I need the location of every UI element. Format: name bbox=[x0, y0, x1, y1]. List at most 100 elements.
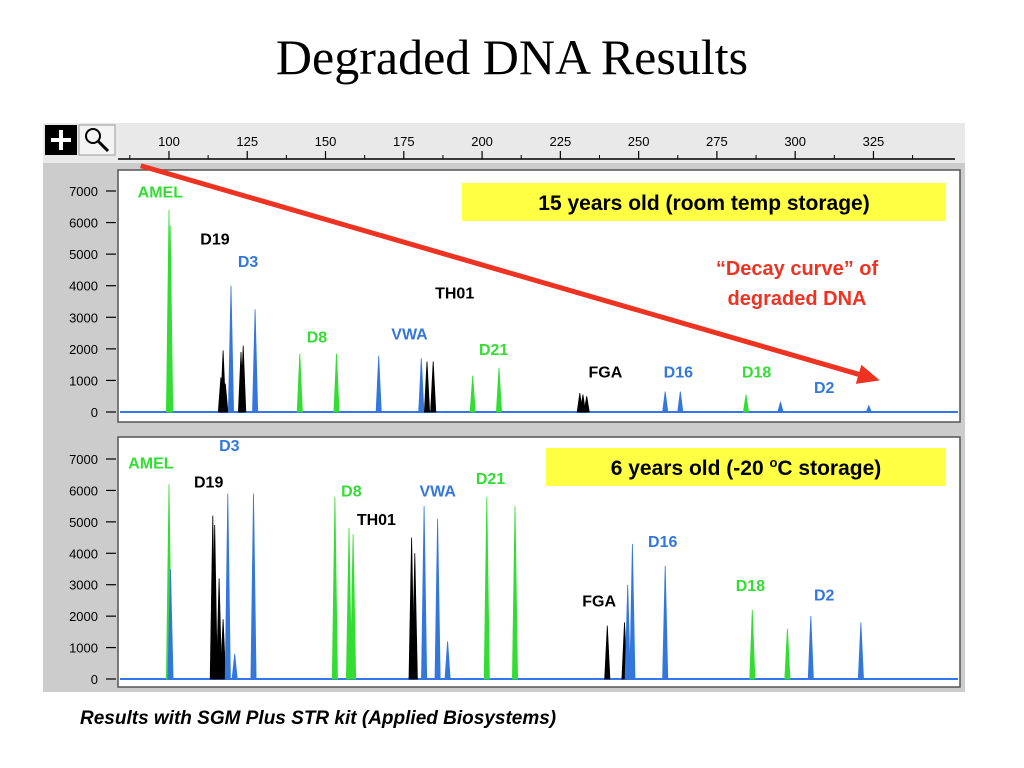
marker-label: D2 bbox=[814, 587, 835, 604]
magnifier-icon[interactable] bbox=[78, 124, 116, 156]
y-tick-label: 1000 bbox=[69, 373, 98, 388]
y-tick-label: 6000 bbox=[69, 216, 98, 231]
marker-label: D21 bbox=[476, 471, 505, 488]
decay-annotation-line-1: “Decay curve” of bbox=[716, 258, 879, 280]
x-tick-label: 175 bbox=[393, 134, 415, 149]
x-tick-label: 100 bbox=[158, 134, 180, 149]
y-tick-label: 6000 bbox=[69, 483, 98, 498]
peak bbox=[857, 622, 864, 680]
peak bbox=[167, 568, 174, 680]
peak bbox=[483, 496, 490, 680]
peak bbox=[211, 524, 218, 680]
peak bbox=[444, 641, 451, 680]
peak bbox=[807, 616, 814, 680]
panel-1-peaks bbox=[120, 209, 958, 413]
peak bbox=[222, 383, 229, 413]
marker-label: D16 bbox=[664, 364, 693, 381]
peak bbox=[418, 358, 425, 413]
y-tick-label: 2000 bbox=[69, 609, 98, 624]
panel-1-y-axis: 7000 6000 5000 4000 3000 2000 1000 0 bbox=[69, 184, 116, 420]
y-tick-label: 5000 bbox=[69, 247, 98, 262]
slide-caption: Results with SGM Plus STR kit (Applied B… bbox=[80, 708, 557, 729]
y-tick-label: 0 bbox=[91, 405, 98, 420]
peak bbox=[411, 553, 418, 680]
x-tick-label: 300 bbox=[784, 134, 806, 149]
peak bbox=[749, 609, 756, 680]
x-tick-label: 200 bbox=[471, 134, 493, 149]
panel-2-y-axis: 7000 6000 5000 4000 3000 2000 1000 0 bbox=[69, 452, 116, 687]
marker-label: D19 bbox=[194, 474, 223, 491]
x-tick-label: 125 bbox=[236, 134, 258, 149]
slide-title: Degraded DNA Results bbox=[275, 29, 749, 85]
peak bbox=[216, 578, 223, 680]
peak bbox=[784, 628, 791, 680]
marker-label: FGA bbox=[582, 594, 616, 611]
peak bbox=[333, 353, 340, 413]
panel-1-title-box bbox=[462, 183, 946, 221]
marker-label: D21 bbox=[479, 342, 508, 359]
peak bbox=[742, 394, 750, 413]
peak bbox=[677, 391, 684, 413]
peak bbox=[231, 653, 238, 680]
peak bbox=[227, 285, 235, 413]
panel-2-title-box bbox=[546, 448, 946, 486]
y-tick-label: 4000 bbox=[69, 279, 98, 294]
y-tick-label: 3000 bbox=[69, 578, 98, 593]
marker-label: VWA bbox=[391, 326, 428, 343]
peak bbox=[296, 353, 303, 413]
peak bbox=[240, 345, 247, 413]
x-tick-label: 250 bbox=[628, 134, 650, 149]
peak bbox=[220, 619, 227, 680]
peak bbox=[662, 565, 669, 680]
peak bbox=[604, 625, 611, 680]
marker-label: D18 bbox=[736, 578, 765, 595]
decay-trend-arrow bbox=[140, 163, 880, 384]
x-tick-label: 225 bbox=[550, 134, 572, 149]
y-tick-label: 5000 bbox=[69, 515, 98, 530]
y-tick-label: 2000 bbox=[69, 342, 98, 357]
panel-2-title-end: C storage) bbox=[777, 457, 881, 480]
peak bbox=[375, 355, 382, 413]
x-tick-label: 275 bbox=[706, 134, 728, 149]
y-tick-label: 0 bbox=[91, 672, 98, 687]
peak bbox=[777, 401, 784, 413]
panel-1-title: 15 years old (room temp storage) bbox=[538, 192, 869, 215]
marker-label: D16 bbox=[648, 534, 677, 551]
marker-label: AMEL bbox=[128, 455, 174, 472]
panel-2-marker-labels: D3 AMEL D19 D8 VWA D21 TH01 D16 FGA D18 D2 bbox=[128, 438, 834, 611]
marker-label: D2 bbox=[814, 380, 835, 397]
peak bbox=[583, 396, 590, 413]
decay-annotation-line-2: degraded DNA bbox=[728, 288, 867, 310]
marker-label: D8 bbox=[307, 330, 328, 347]
plus-icon[interactable] bbox=[45, 125, 77, 155]
y-tick-label: 3000 bbox=[69, 310, 98, 325]
x-tick-label: 150 bbox=[315, 134, 337, 149]
peak bbox=[430, 361, 437, 413]
y-tick-label: 4000 bbox=[69, 546, 98, 561]
panel-1-marker-labels: AMEL D19 D3 TH01 D8 VWA D21 FGA D16 D18 D2 bbox=[138, 184, 835, 397]
panel-2-title-start: 6 years old (-20 bbox=[611, 457, 770, 480]
marker-label: D3 bbox=[219, 438, 240, 455]
peak bbox=[469, 375, 476, 413]
marker-label: VWA bbox=[419, 484, 456, 501]
peak bbox=[224, 493, 231, 680]
peak bbox=[250, 493, 257, 680]
y-tick-label: 7000 bbox=[69, 184, 98, 199]
arrow-head bbox=[855, 364, 880, 384]
arrow-shaft bbox=[140, 163, 860, 377]
peak bbox=[662, 391, 669, 413]
marker-label: AMEL bbox=[138, 184, 184, 201]
peak bbox=[167, 225, 174, 413]
toolbar-strip bbox=[43, 123, 965, 163]
peak bbox=[434, 518, 441, 680]
peak bbox=[421, 506, 428, 680]
marker-label: D3 bbox=[238, 254, 259, 271]
y-tick-label: 7000 bbox=[69, 452, 98, 467]
marker-label: TH01 bbox=[435, 285, 474, 302]
marker-label: D18 bbox=[742, 364, 771, 381]
peak bbox=[423, 361, 431, 413]
peak bbox=[252, 309, 259, 413]
marker-label: TH01 bbox=[357, 512, 396, 529]
marker-label: D8 bbox=[341, 484, 362, 501]
